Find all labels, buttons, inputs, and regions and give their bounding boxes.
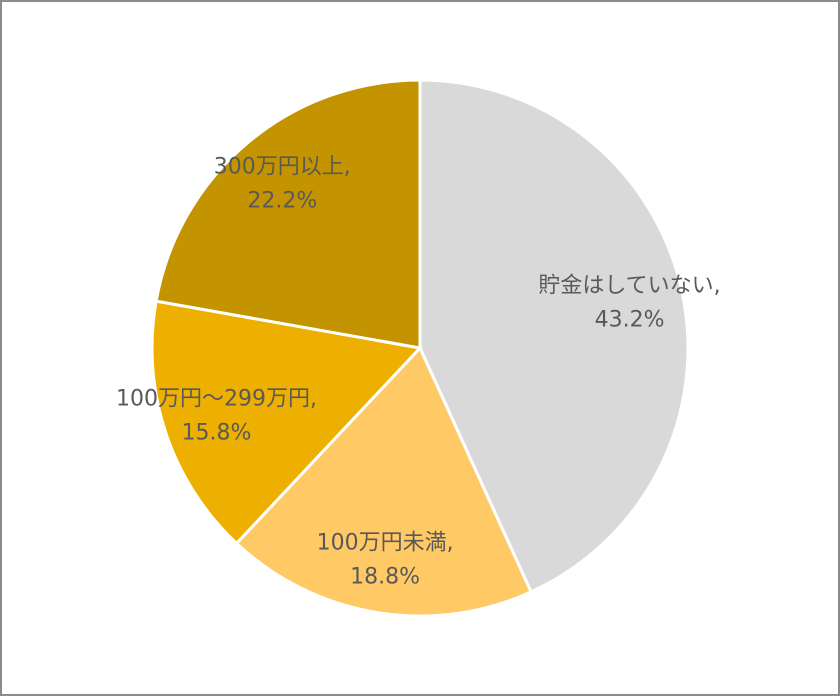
slice-category: 貯金はしていない, [538, 274, 720, 299]
pie-slice [154, 78, 422, 350]
pie-slice [418, 78, 690, 594]
slice-value-label: 43.2% [595, 308, 665, 333]
slice-category: 100万円～299万円, [116, 387, 317, 412]
slice-value-label: 22.2% [247, 189, 317, 214]
pie-slice [234, 345, 534, 618]
slice-category: 300万円以上, [214, 155, 351, 180]
slice-value-label: 18.8% [350, 565, 420, 590]
slice-category: 100万円未満, [317, 531, 454, 556]
pie-slice [150, 299, 423, 546]
slice-value-label: 15.8% [182, 421, 252, 446]
